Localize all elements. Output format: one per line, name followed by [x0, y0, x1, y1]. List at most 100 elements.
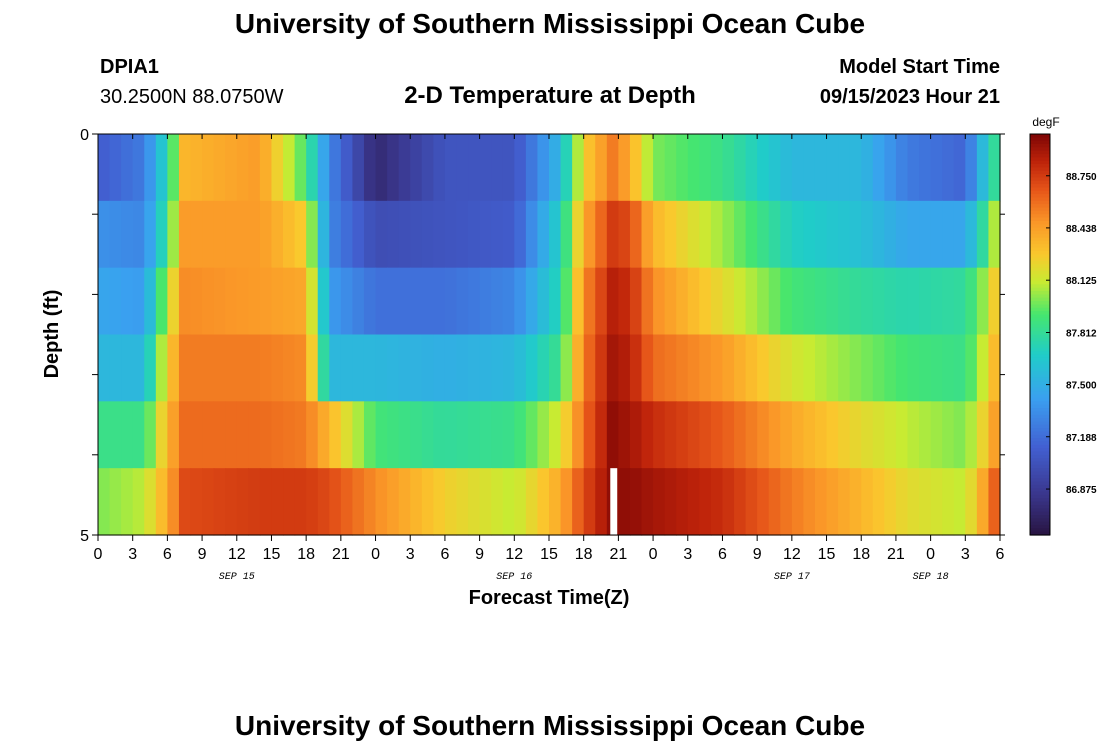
heatmap-cell	[768, 468, 781, 536]
colorbar-segment	[1030, 384, 1050, 389]
colorbar-segment	[1030, 254, 1050, 259]
heatmap-cell	[687, 334, 700, 402]
colorbar-segment	[1030, 204, 1050, 209]
heatmap-cell	[583, 334, 596, 402]
heatmap-cell	[618, 401, 631, 469]
colorbar-segment	[1030, 374, 1050, 379]
heatmap-cell	[340, 401, 354, 469]
heatmap-cell	[572, 468, 585, 536]
heatmap-cell	[814, 134, 828, 202]
heatmap-cell	[953, 401, 966, 469]
heatmap-cell	[329, 334, 342, 402]
heatmap-cell	[202, 267, 215, 336]
x-tick-label: 3	[683, 546, 692, 563]
heatmap-cell	[271, 468, 284, 536]
heatmap-cell	[606, 334, 619, 402]
colorbar-segment	[1030, 364, 1050, 369]
heatmap-cell	[595, 401, 608, 469]
x-tick-label: 6	[718, 546, 727, 563]
day-label: SEP 15	[219, 572, 255, 583]
station-coordinates: 30.2500N 88.0750W	[100, 86, 284, 108]
heatmap-cell	[676, 334, 689, 402]
colorbar-segment	[1030, 408, 1050, 412]
heatmap-cell	[398, 468, 411, 536]
station-id: DPIA1	[100, 56, 159, 78]
heatmap-cell	[618, 334, 631, 402]
x-tick-label: 0	[94, 546, 103, 563]
heatmap-cell	[734, 267, 747, 336]
heatmap-cell	[942, 267, 955, 336]
heatmap-cell	[699, 200, 712, 269]
heatmap-cell	[340, 134, 354, 202]
heatmap-cell	[861, 134, 874, 202]
model-start-value: 09/15/2023 Hour 21	[819, 86, 1000, 108]
data-gap-marker	[610, 468, 618, 535]
heatmap-cell	[641, 468, 654, 536]
heatmap-cell	[121, 267, 134, 336]
heatmap-cell	[734, 468, 747, 536]
heatmap-cell	[849, 267, 862, 336]
heatmap-cell	[606, 200, 619, 269]
heatmap-cell	[988, 267, 1001, 336]
x-tick-label: 12	[228, 546, 246, 563]
heatmap-cell	[826, 334, 839, 402]
heatmap-cell	[699, 134, 712, 202]
heatmap-cell	[491, 468, 504, 536]
heatmap-cell	[144, 401, 157, 469]
heatmap-cell	[98, 267, 111, 336]
colorbar-segment	[1030, 514, 1050, 519]
heatmap-cell	[872, 267, 885, 336]
heatmap-cell	[583, 401, 596, 469]
heatmap-cell	[479, 267, 492, 336]
x-tick-label: 0	[649, 546, 658, 563]
heatmap-cell	[849, 200, 862, 269]
heatmap-cell	[433, 200, 446, 269]
x-tick-label: 12	[783, 546, 801, 563]
colorbar-segment	[1030, 274, 1050, 279]
heatmap-cell	[329, 134, 342, 202]
heatmap-cell	[826, 267, 839, 336]
heatmap-cell	[907, 334, 920, 402]
heatmap-cell	[190, 401, 203, 469]
colorbar-segment	[1030, 164, 1050, 169]
colorbar-segment	[1030, 397, 1050, 402]
x-tick-label: 18	[575, 546, 593, 563]
heatmap-cell	[872, 134, 885, 202]
colorbar-segment	[1030, 377, 1050, 382]
heatmap-cell	[653, 334, 666, 402]
heatmap-cell	[907, 401, 920, 469]
heatmap-cell	[491, 134, 504, 202]
heatmap-cell	[618, 468, 631, 536]
heatmap-cell	[641, 200, 654, 269]
heatmap-cell	[953, 334, 966, 402]
heatmap-cell	[155, 134, 168, 202]
heatmap-cell	[144, 334, 157, 402]
heatmap-cell	[283, 401, 296, 469]
heatmap-cell	[687, 200, 700, 269]
heatmap-cell	[745, 134, 758, 202]
heatmap-cell	[549, 134, 562, 202]
heatmap-cell	[687, 267, 700, 336]
heatmap-cell	[456, 334, 469, 402]
heatmap-cell	[144, 200, 157, 269]
x-tick-label: 0	[371, 546, 380, 563]
heatmap-cell	[468, 468, 481, 536]
x-tick-label: 9	[475, 546, 484, 563]
heatmap-cell	[653, 134, 666, 202]
heatmap-cell	[202, 134, 215, 202]
heatmap-cell	[803, 334, 816, 402]
heatmap-cell	[213, 468, 226, 536]
colorbar-segment	[1030, 337, 1050, 342]
colorbar-segment	[1030, 194, 1050, 199]
colorbar-segment	[1030, 438, 1050, 443]
heatmap-cell	[514, 468, 527, 536]
heatmap-cell	[895, 468, 909, 536]
colorbar-segment	[1030, 458, 1050, 463]
heatmap-cell	[98, 334, 111, 402]
heatmap-cell	[109, 401, 122, 469]
x-axis-ticks: 0 3 6 9 12 15 18 21 0 3 6 9 12 15 18 21 0 3 6 9 12 15 18 21 0 3 6	[94, 134, 1005, 563]
heatmap-cell	[491, 401, 504, 469]
heatmap-cell	[849, 334, 862, 402]
heatmap-cell	[421, 468, 434, 536]
colorbar-segment	[1030, 334, 1050, 339]
